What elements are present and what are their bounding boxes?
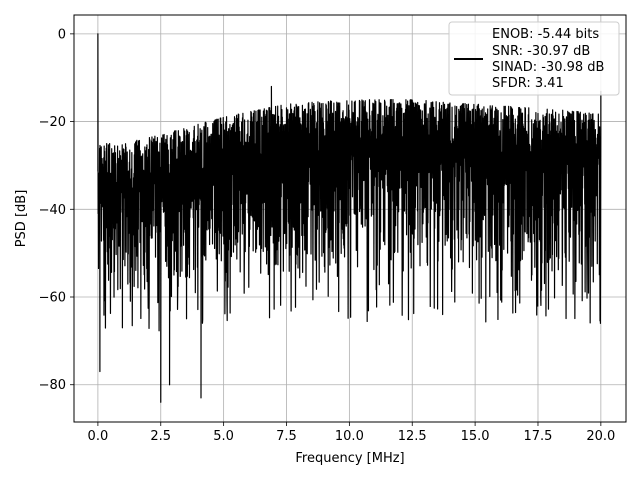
x-tick-label: 20.0 [586,429,615,444]
legend: ENOB: -5.44 bits SNR: -30.97 dB SINAD: -… [448,21,620,96]
series-line-psd [97,33,602,403]
x-tick-label: 7.5 [276,429,297,444]
series-layer [97,33,602,403]
x-tick-label: 12.5 [398,429,427,444]
y-tick-label: 0 [58,27,66,42]
y-tick-label: −60 [39,291,66,306]
y-tick-label: −20 [39,115,66,130]
y-ticks: 0 −20 −40 −60 −80 [39,27,74,393]
legend-entry-enob: ENOB: -5.44 bits [492,27,599,42]
legend-entry-sinad: SINAD: -30.98 dB [492,60,604,75]
y-tick-label: −80 [39,378,66,393]
x-tick-label: 5.0 [213,429,234,444]
legend-entry-sfdr: SFDR: 3.41 [492,76,564,91]
x-tick-label: 17.5 [524,429,553,444]
x-axis-label: Frequency [MHz] [295,451,404,466]
y-axis-label: PSD [dB] [14,190,29,248]
plot-frame [73,14,627,423]
x-tick-label: 2.5 [150,429,171,444]
x-tick-label: 10.0 [335,429,364,444]
y-tick-label: −40 [39,203,66,218]
x-ticks: 0.0 2.5 5.0 7.5 10.0 12.5 15.0 17.5 20.0 [88,422,615,444]
legend-entry-snr: SNR: -30.97 dB [492,44,590,59]
x-tick-label: 15.0 [461,429,490,444]
x-tick-label: 0.0 [88,429,109,444]
legend-box [448,21,620,96]
